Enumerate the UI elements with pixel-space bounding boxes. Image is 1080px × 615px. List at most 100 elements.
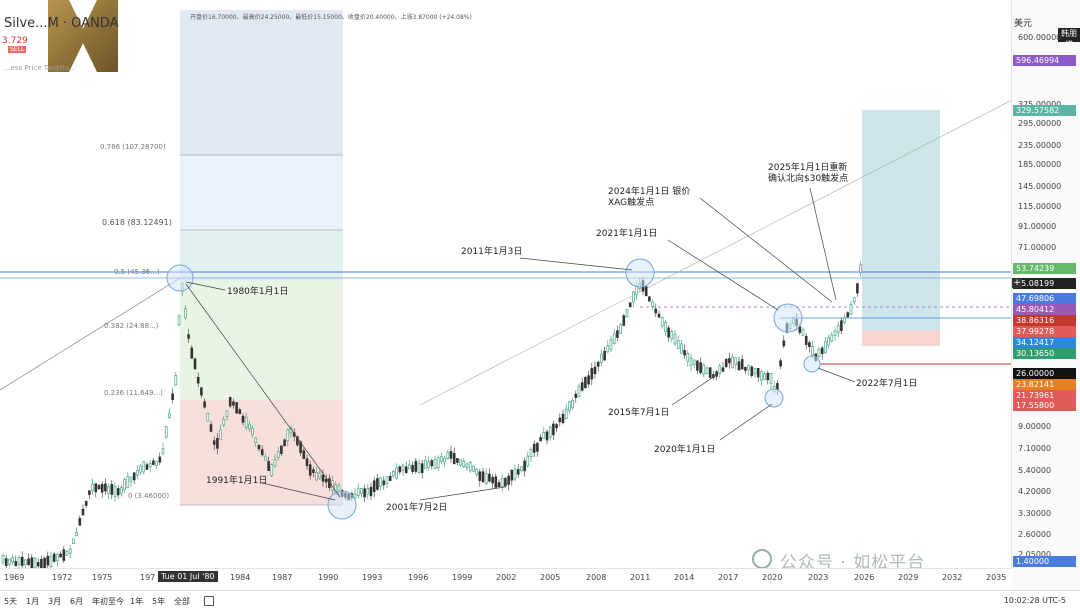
axis-price-tag: 26.00000 — [1013, 368, 1076, 379]
candle-body — [628, 302, 632, 307]
candle-body — [88, 490, 91, 495]
candle-body — [526, 455, 530, 467]
candle-body — [456, 458, 459, 463]
candle-body — [148, 463, 152, 468]
axis-price-tag: 47.69806 — [1013, 293, 1076, 304]
annotation-2022: 2022年7月1日 — [856, 379, 918, 389]
axis-label: 3.30000 — [1018, 509, 1052, 518]
range-button[interactable]: 1年 — [130, 597, 144, 606]
candle-body — [228, 397, 232, 407]
year-label: 2011 — [630, 573, 651, 582]
trendline-1 — [0, 277, 181, 391]
price-chart[interactable] — [0, 0, 1012, 568]
candlestick-series — [1, 261, 862, 568]
candle-body — [801, 329, 805, 336]
year-label: 2005 — [540, 573, 561, 582]
candle-body — [8, 558, 11, 565]
annotation-2020: 2020年1月1日 — [654, 445, 716, 455]
price-axis[interactable]: 美元 韩朋诺 600.00000 375.00000 295.00000 235.00… — [1011, 0, 1080, 592]
calendar-icon[interactable] — [204, 596, 214, 606]
marker-2021 — [773, 303, 803, 333]
candle-body — [164, 426, 168, 438]
candle-body — [843, 317, 846, 323]
range-button[interactable]: 6月 — [70, 597, 84, 606]
candle-body — [353, 493, 357, 498]
candle-body — [417, 463, 421, 474]
symbol-title[interactable]: Silve...M · OANDA — [4, 16, 119, 31]
candle-body — [475, 468, 478, 475]
candle-body — [724, 358, 728, 368]
candle-body — [123, 479, 126, 490]
candle-body — [40, 558, 43, 568]
candle-body — [33, 557, 37, 568]
axis-label: 9.00000 — [1018, 422, 1052, 431]
range-button[interactable]: 1月 — [26, 597, 40, 606]
range-button[interactable]: 3月 — [48, 597, 62, 606]
year-label: 1987 — [272, 573, 293, 582]
candle-body — [430, 460, 434, 467]
candle-body — [168, 413, 171, 418]
candle-body — [379, 477, 382, 487]
marker-2022 — [803, 355, 821, 373]
candle-body — [360, 488, 363, 494]
axis-label: 185.00000 — [1018, 160, 1062, 169]
candle-body — [75, 532, 78, 536]
range-button[interactable]: 5年 — [152, 597, 166, 606]
candle-body — [616, 330, 619, 338]
user-badge: 韩朋诺 — [1058, 28, 1080, 49]
candle-body — [382, 480, 386, 486]
chart-area[interactable]: 开盘价16.70000、最高价24.25000、最低价15.15000、收盘价2… — [0, 0, 1012, 568]
range-button[interactable]: 全部 — [174, 597, 190, 606]
candle-body — [84, 500, 88, 506]
candle-body — [30, 557, 34, 568]
candle-body — [756, 367, 760, 378]
candle-body — [427, 461, 430, 468]
candle-body — [100, 484, 104, 493]
candle-body — [635, 286, 638, 295]
candle-body — [267, 461, 270, 471]
candle-body — [305, 458, 309, 467]
candle-body — [184, 308, 187, 318]
year-label: 2029 — [898, 573, 919, 582]
candle-body — [296, 436, 299, 446]
add-alert-icon[interactable]: + — [1012, 278, 1022, 288]
range-button[interactable]: 5天 — [4, 597, 18, 606]
candle-body — [443, 457, 446, 463]
time-axis[interactable]: 1969 1972 1975 197 1984 1987 1990 1993 1996 1999 2… — [0, 568, 1012, 591]
year-label: 1993 — [362, 573, 383, 582]
axis-label: 295.00000 — [1018, 119, 1062, 128]
candle-body — [356, 488, 360, 496]
candle-body — [574, 393, 578, 398]
pointer-2024 — [699, 197, 833, 303]
candle-body — [126, 476, 130, 488]
sell-button[interactable]: SELL — [8, 46, 27, 53]
candle-body — [705, 367, 709, 374]
axis-label: 4.20000 — [1018, 487, 1052, 496]
candle-body — [238, 409, 242, 415]
year-label: 2026 — [854, 573, 875, 582]
axis-unit: 美元 — [1013, 19, 1032, 29]
candle-body — [820, 347, 824, 355]
candle-body — [744, 366, 747, 371]
candle-body — [420, 463, 424, 473]
marker-2020 — [764, 388, 784, 408]
candle-body — [392, 470, 395, 477]
candle-body — [689, 357, 693, 366]
candle-body — [529, 449, 533, 457]
candle-body — [859, 264, 862, 274]
range-button[interactable]: 年初至今 — [92, 597, 124, 606]
candle-body — [216, 438, 219, 449]
fib-label: 0.382 (24.88...) — [104, 322, 159, 330]
fib-zone-blue — [180, 10, 343, 230]
annotation-2011: 2011年1月3日 — [461, 247, 523, 257]
candle-body — [264, 456, 267, 461]
candle-body — [811, 346, 814, 356]
candle-body — [500, 478, 504, 487]
annotation-2001: 2001年7月2日 — [386, 503, 448, 513]
year-label: 2023 — [808, 573, 829, 582]
candle-body — [510, 469, 514, 481]
candle-body — [609, 339, 613, 351]
axis-label: 71.00000 — [1018, 243, 1057, 252]
candle-body — [110, 484, 114, 495]
candle-body — [619, 324, 622, 334]
